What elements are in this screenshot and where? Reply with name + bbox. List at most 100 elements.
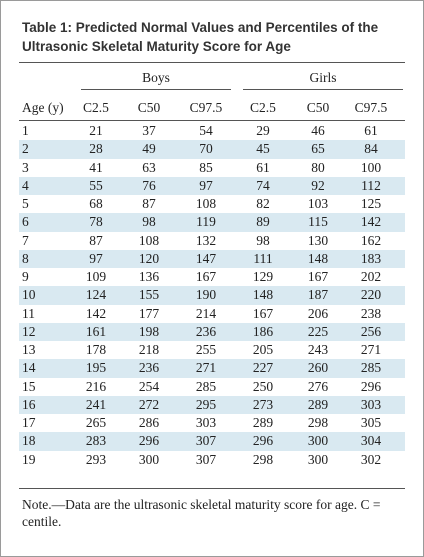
table-cell: 276	[307, 378, 329, 394]
table-cell: 198	[138, 323, 160, 339]
table-cell: 70	[199, 141, 213, 157]
table-cell: 55	[89, 177, 103, 193]
row-label: 10	[22, 287, 36, 303]
table-cell: 129	[252, 269, 274, 284]
table-cell: 178	[85, 342, 107, 357]
table-cell: 97	[89, 250, 103, 266]
table-cell: 305	[360, 415, 382, 430]
table-cell: 295	[195, 396, 217, 412]
table-cell: 61	[256, 159, 270, 175]
table-cell: 148	[307, 250, 329, 266]
row-label: 13	[22, 342, 36, 357]
table-cell: 186	[252, 323, 274, 339]
table-cell: 82	[256, 196, 270, 211]
table-cell: 120	[138, 250, 160, 266]
table-cell: 236	[138, 360, 160, 376]
table-cell: 98	[256, 232, 270, 248]
table-cell: 84	[364, 141, 378, 157]
row-label: 3	[22, 159, 29, 175]
column-header: C97.5	[354, 100, 388, 115]
table-cell: 296	[360, 378, 382, 394]
table-cell: 142	[360, 214, 382, 230]
table-cell: 167	[195, 269, 217, 284]
table-cell: 296	[252, 433, 274, 449]
table-cell: 109	[85, 269, 107, 284]
table-cell: 63	[142, 159, 156, 175]
row-label: 7	[22, 232, 29, 248]
table-cell: 302	[360, 451, 382, 467]
table-cell: 85	[199, 159, 213, 175]
table-cell: 307	[195, 433, 217, 449]
table-cell: 273	[252, 396, 274, 412]
table-cell: 108	[138, 232, 160, 248]
table-cell: 92	[311, 177, 325, 193]
rule	[19, 488, 405, 489]
table-cell: 78	[89, 214, 103, 230]
table-cell: 65	[311, 141, 325, 157]
table-cell: 28	[89, 141, 103, 157]
table-cell: 271	[360, 342, 382, 357]
table-cell: 304	[360, 433, 382, 449]
table-cell: 293	[85, 451, 107, 467]
row-shading	[19, 286, 405, 305]
table-cell: 265	[85, 415, 107, 430]
table-cell: 300	[138, 451, 160, 467]
table-cell: 136	[138, 269, 160, 284]
table-cell: 195	[85, 360, 107, 376]
table-cell: 89	[256, 214, 270, 230]
row-label: 18	[22, 433, 36, 449]
table-cell: 37	[142, 123, 156, 138]
table-cell: 108	[195, 196, 217, 211]
column-header: C50	[137, 100, 161, 115]
row-label: 14	[22, 360, 36, 376]
table-cell: 115	[308, 214, 328, 230]
table-cell: 148	[252, 287, 274, 303]
table-title: Table 1: Predicted Normal Values and Per…	[22, 20, 379, 54]
row-label: 15	[22, 378, 36, 394]
table-cell: 283	[85, 433, 107, 449]
rule	[19, 62, 405, 63]
table-cell: 202	[360, 269, 382, 284]
table-cell: 68	[89, 196, 103, 211]
table-cell: 285	[195, 378, 217, 394]
table-cell: 130	[307, 232, 329, 248]
table-cell: 111	[253, 250, 273, 266]
row-label: 19	[22, 451, 36, 467]
table-cell: 227	[252, 360, 274, 376]
column-header: C97.5	[189, 100, 223, 115]
row-label: 9	[22, 269, 29, 284]
column-header: Age (y)	[22, 100, 64, 115]
table-cell: 300	[307, 451, 329, 467]
row-shading	[19, 176, 405, 195]
row-label: 2	[22, 141, 29, 157]
table-cell: 272	[138, 396, 160, 412]
table-cell: 298	[252, 451, 274, 467]
group-header: Boys	[142, 70, 170, 85]
table-cell: 162	[360, 232, 382, 248]
row-shading	[19, 395, 405, 414]
table-cell: 74	[256, 177, 270, 193]
row-shading	[19, 213, 405, 232]
table-cell: 167	[307, 269, 329, 284]
rule	[19, 120, 405, 121]
table-cell: 289	[252, 415, 274, 430]
table-cell: 243	[307, 342, 329, 357]
table-cell: 46	[311, 123, 325, 138]
row-label: 4	[22, 177, 29, 193]
column-header: C2.5	[83, 100, 109, 115]
table-cell: 298	[307, 415, 329, 430]
table-cell: 205	[252, 342, 274, 357]
table-note: Note.—Data are the ultrasonic skeletal m…	[22, 497, 381, 529]
row-shading	[19, 359, 405, 378]
table-cell: 177	[138, 305, 160, 321]
table-cell: 286	[138, 415, 160, 430]
column-header: C2.5	[250, 100, 276, 115]
table-cell: 216	[85, 378, 107, 394]
table-cell: 87	[89, 232, 103, 248]
table-cell: 41	[89, 159, 103, 175]
table-cell: 103	[307, 196, 329, 211]
table-cell: 21	[89, 123, 103, 138]
table-cell: 214	[195, 305, 217, 321]
row-shading	[19, 140, 405, 159]
